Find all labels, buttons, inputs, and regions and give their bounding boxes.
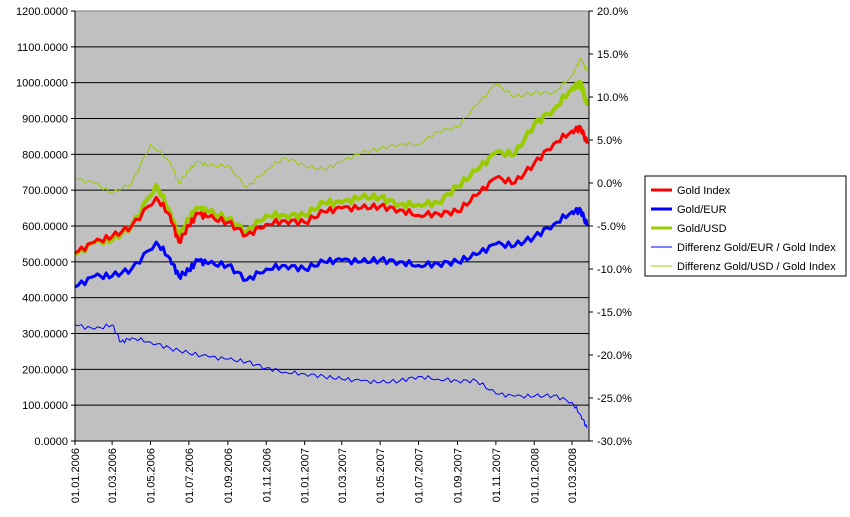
- x-tick-label: 01.07.2007: [414, 448, 426, 503]
- left-tick-label: 100.0000: [22, 400, 68, 412]
- left-tick-label: 800.0000: [22, 149, 68, 161]
- x-tick-label: 01.09.2007: [453, 448, 465, 503]
- left-axis-ticks: 0.0000 100.0000 200.0000 300.0000 400.0000 50…: [16, 6, 75, 448]
- x-tick-label: 01.01.2006: [70, 448, 82, 503]
- right-tick-label: 10.0%: [597, 92, 628, 104]
- series-line-gold-index: [74, 124, 589, 255]
- x-tick-label: 01.01.2008: [529, 448, 541, 503]
- x-tick-label: 01.07.2006: [184, 448, 196, 503]
- x-tick-label: 01.09.2006: [223, 448, 235, 503]
- right-tick-label: 15.0%: [597, 49, 628, 61]
- left-tick-label: 700.0000: [22, 185, 68, 197]
- right-tick-label: -15.0%: [597, 307, 632, 319]
- legend-label: Differenz Gold/EUR / Gold Index: [677, 242, 836, 254]
- legend-box: [644, 175, 847, 277]
- legend-label: Gold/EUR: [677, 204, 727, 216]
- left-tick-label: 1200.0000: [16, 6, 68, 18]
- x-tick-label: 01.03.2006: [107, 448, 119, 503]
- right-tick-label: 20.0%: [597, 6, 628, 18]
- series-line-gold-eur: [74, 206, 589, 289]
- right-tick-label: -30.0%: [597, 436, 632, 448]
- gridlines: [75, 46, 589, 406]
- left-tick-label: 900.0000: [22, 114, 68, 126]
- right-tick-label: 5.0%: [597, 135, 622, 147]
- left-tick-label: 200.0000: [22, 364, 68, 376]
- legend-label: Differenz Gold/USD / Gold Index: [677, 261, 836, 273]
- series-line-differenz-gold-eur-gold-index: [74, 323, 588, 429]
- right-tick-label: -5.0%: [597, 221, 626, 233]
- x-axis-ticks: 01.01.2006 01.03.2006 01.05.2006 01.07.2006…: [70, 441, 579, 503]
- right-axis-ticks: -30.0% -25.0% -20.0% -15.0% -10.0% -5.0% 0.0% 5…: [589, 6, 632, 448]
- x-tick-label: 01.11.2006: [261, 448, 273, 502]
- left-tick-label: 1100.0000: [17, 42, 68, 54]
- right-tick-label: -10.0%: [597, 264, 632, 276]
- left-tick-label: 500.0000: [22, 257, 68, 269]
- series-line-gold-usd: [73, 79, 590, 257]
- right-tick-label: -25.0%: [597, 393, 632, 405]
- x-tick-label: 01.01.2007: [300, 448, 312, 503]
- x-tick-label: 01.05.2007: [375, 448, 387, 503]
- left-tick-label: 300.0000: [22, 329, 68, 341]
- right-tick-label: 0.0%: [597, 178, 622, 190]
- legend-label: Gold Index: [677, 185, 731, 197]
- left-tick-label: 0.0000: [34, 436, 68, 448]
- x-tick-label: 01.05.2006: [145, 448, 157, 503]
- x-tick-label: 01.03.2007: [337, 448, 349, 503]
- x-tick-label: 01.03.2008: [567, 448, 579, 503]
- x-tick-label: 01.11.2007: [491, 448, 503, 502]
- legend-label: Gold/USD: [677, 223, 727, 235]
- legend: Gold Index Gold/EUR Gold/USD Differenz Gold…: [644, 175, 847, 277]
- left-tick-label: 600.0000: [22, 221, 68, 233]
- right-tick-label: -20.0%: [597, 350, 632, 362]
- left-tick-label: 400.0000: [22, 293, 68, 305]
- series-line-differenz-gold-usd-gold-index: [74, 57, 588, 194]
- left-tick-label: 1000.0000: [16, 78, 68, 90]
- series-layer: [73, 57, 590, 429]
